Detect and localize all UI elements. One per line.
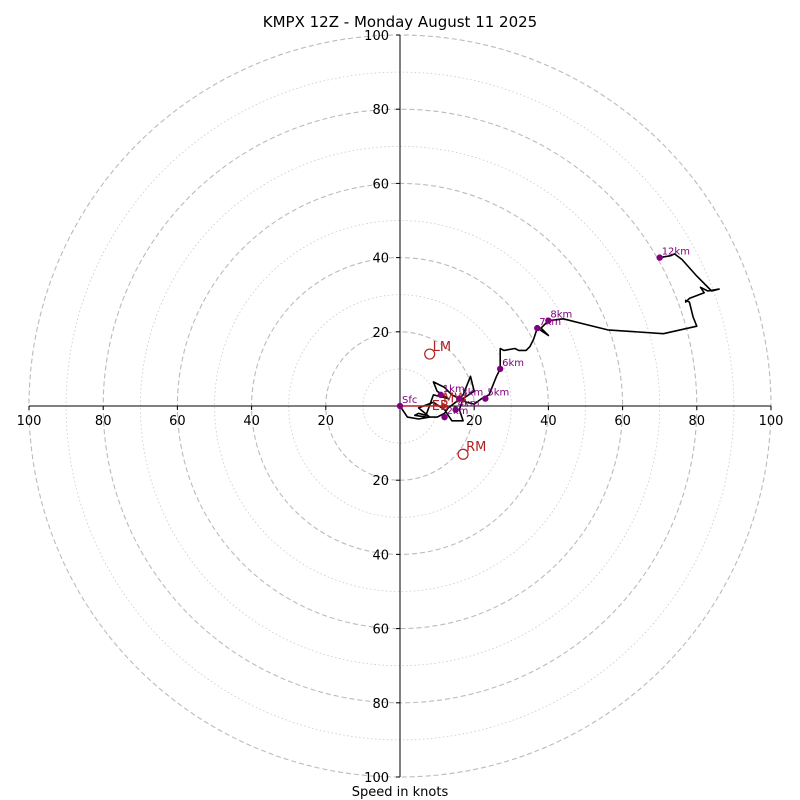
height-marker-label: Sfc — [402, 395, 417, 406]
height-marker-label: 4km — [458, 399, 480, 410]
height-marker-label: 3km — [461, 388, 483, 399]
height-marker-label: 6km — [502, 358, 524, 369]
tick-labels: 100 80 60 40 20 20 40 60 80 100 100 80 60 40 20 20 40 60 8… — [17, 29, 784, 786]
storm-motion-arrowhead — [442, 402, 450, 410]
x-tick-label: 20 — [466, 414, 483, 429]
y-tick-label: 80 — [372, 697, 389, 712]
y-tick-label: 100 — [364, 771, 389, 786]
x-tick-label: 20 — [318, 414, 335, 429]
storm-motion-label-rm: RM — [466, 440, 486, 455]
x-tick-label: 40 — [243, 414, 260, 429]
height-marker-label: 12km — [662, 247, 690, 258]
hodograph-line — [399, 253, 720, 422]
y-tick-label: 20 — [372, 474, 389, 489]
x-tick-label: 80 — [689, 414, 706, 429]
y-tick-label: 60 — [372, 177, 389, 192]
hodograph-trace — [399, 253, 720, 422]
y-tick-label: 40 — [372, 548, 389, 563]
y-tick-label: 40 — [372, 252, 389, 267]
storm-motion-marker-rm — [457, 448, 469, 460]
x-tick-label: 40 — [540, 414, 557, 429]
x-tick-label: 100 — [759, 414, 784, 429]
y-tick-label: 60 — [372, 623, 389, 638]
y-tick-label: 20 — [372, 326, 389, 341]
height-marker-dot — [545, 317, 552, 324]
height-marker-dot — [482, 395, 489, 402]
storm-motion-label-lm: LM — [433, 340, 451, 355]
y-tick-label: 100 — [364, 29, 389, 44]
storm-motion-label-eb: EB — [432, 399, 449, 414]
x-tick-label: 60 — [169, 414, 186, 429]
height-marker-label: 8km — [550, 310, 572, 321]
height-marker-label: 1km — [443, 384, 465, 395]
height-marker-dot — [534, 324, 541, 332]
height-marker-label: 5km — [487, 388, 509, 399]
height-marker-dot — [656, 254, 663, 261]
x-tick-label: 60 — [614, 414, 631, 429]
height-marker-dot — [456, 395, 463, 402]
x-axis-label: Speed in knots — [352, 785, 449, 800]
chart-title: KMPX 12Z - Monday August 11 2025 — [263, 13, 537, 31]
height-markers: Sfc1km2km3km4km5km6km7km8km12km — [396, 247, 690, 421]
height-marker-dot — [437, 391, 445, 399]
y-tick-label: 80 — [372, 103, 389, 118]
storm-motion-label-mw: MW — [443, 392, 467, 407]
x-tick-label: 80 — [95, 414, 112, 429]
height-marker-dot — [496, 365, 504, 373]
storm-motion-marker-lm — [424, 348, 436, 360]
height-marker-dot — [452, 406, 459, 413]
height-marker-dot — [441, 413, 448, 421]
height-marker-dot — [396, 402, 404, 410]
x-tick-label: 100 — [17, 414, 42, 429]
